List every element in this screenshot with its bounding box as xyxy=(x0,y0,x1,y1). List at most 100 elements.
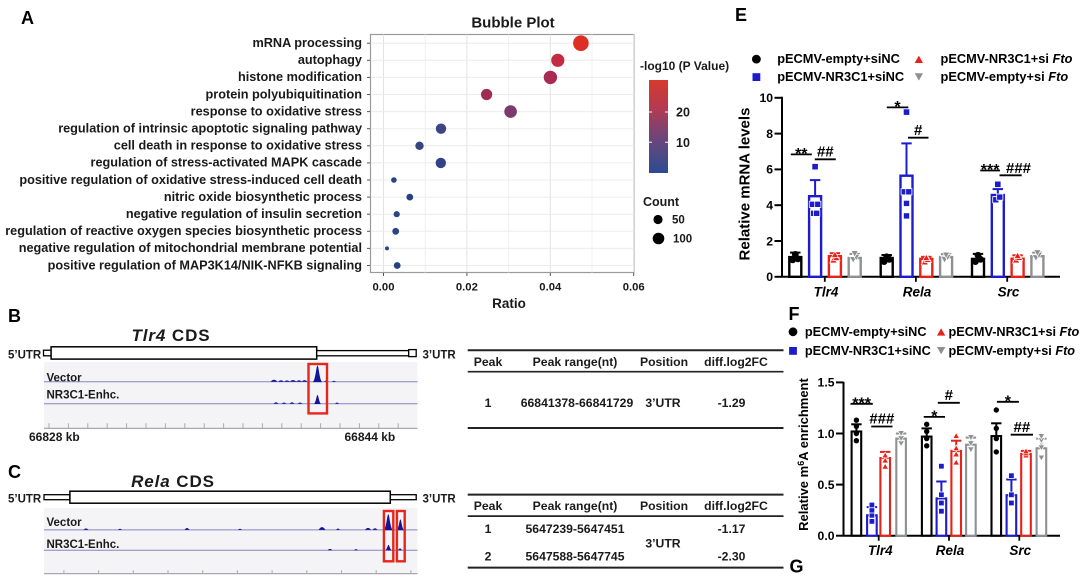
svg-text:5’UTR: 5’UTR xyxy=(8,494,42,506)
svg-text:###: ### xyxy=(1006,160,1032,177)
svg-text:Peak range(nt): Peak range(nt) xyxy=(533,499,618,513)
svg-text:0: 0 xyxy=(766,270,773,284)
svg-text:20: 20 xyxy=(676,106,690,120)
svg-text:Rela: Rela xyxy=(936,543,965,558)
svg-text:Peak: Peak xyxy=(474,355,503,369)
svg-text:Src: Src xyxy=(998,285,1020,300)
svg-text:-2.30: -2.30 xyxy=(718,550,746,564)
svg-text:E: E xyxy=(735,5,747,25)
svg-text:pECMV-NR3C1+siNC: pECMV-NR3C1+siNC xyxy=(777,69,904,84)
svg-text:regulation of reactive oxygen: regulation of reactive oxygen species bi… xyxy=(5,224,362,238)
svg-text:Vector: Vector xyxy=(47,517,83,529)
svg-text:Tlr4 CDS: Tlr4 CDS xyxy=(132,326,211,345)
svg-text:Peak: Peak xyxy=(474,499,503,513)
svg-text:100: 100 xyxy=(673,234,692,246)
svg-text:1.5: 1.5 xyxy=(818,376,835,390)
svg-text:histone modification: histone modification xyxy=(238,70,362,84)
svg-text:-1.17: -1.17 xyxy=(718,522,746,536)
svg-text:Tlr4: Tlr4 xyxy=(868,543,893,558)
svg-text:10: 10 xyxy=(759,91,773,105)
svg-text:pECMV-empty+siNC: pECMV-empty+siNC xyxy=(777,51,900,66)
svg-text:pECMV-empty+si Fto: pECMV-empty+si Fto xyxy=(949,344,1076,358)
svg-text:0.06: 0.06 xyxy=(623,282,645,294)
svg-text:-1.29: -1.29 xyxy=(718,396,746,410)
svg-text:Position: Position xyxy=(640,355,688,369)
svg-text:#: # xyxy=(914,122,923,139)
svg-text:F: F xyxy=(789,304,800,324)
svg-text:Vector: Vector xyxy=(47,373,83,385)
svg-text:5647588-5647745: 5647588-5647745 xyxy=(526,550,625,564)
svg-text:2: 2 xyxy=(485,550,492,564)
svg-text:nitric oxide biosynthetic proc: nitric oxide biosynthetic process xyxy=(164,190,362,204)
svg-text:B: B xyxy=(8,306,21,326)
svg-text:NR3C1-Enhc.: NR3C1-Enhc. xyxy=(47,539,120,551)
svg-text:Ratio: Ratio xyxy=(492,296,526,311)
svg-text:pECMV-empty+siNC: pECMV-empty+siNC xyxy=(805,325,927,339)
svg-text:pECMV-empty+si Fto: pECMV-empty+si Fto xyxy=(941,69,1069,84)
svg-text:66828 kb: 66828 kb xyxy=(29,430,80,444)
svg-text:0.5: 0.5 xyxy=(818,478,835,492)
svg-text:5647239-5647451: 5647239-5647451 xyxy=(526,522,625,536)
svg-text:10: 10 xyxy=(676,136,690,150)
svg-text:NR3C1-Enhc.: NR3C1-Enhc. xyxy=(47,390,120,402)
svg-text:0.0: 0.0 xyxy=(818,529,835,543)
svg-text:*: * xyxy=(931,408,938,425)
svg-text:positive regulation of MAP3K14: positive regulation of MAP3K14/NIK-NFKB … xyxy=(48,258,362,272)
svg-text:50: 50 xyxy=(672,215,685,227)
svg-text:#: # xyxy=(945,387,954,404)
svg-text:###: ### xyxy=(869,411,895,428)
svg-text:**: ** xyxy=(795,146,808,163)
svg-text:Relative mRNA levels: Relative mRNA levels xyxy=(737,108,754,261)
svg-text:0.00: 0.00 xyxy=(373,282,395,294)
svg-text:A: A xyxy=(21,8,34,28)
svg-text:regulation of stress-activated: regulation of stress-activated MAPK casc… xyxy=(91,156,362,170)
svg-text:Count: Count xyxy=(643,195,680,209)
svg-text:##: ## xyxy=(1014,419,1031,436)
svg-text:*: * xyxy=(894,99,901,116)
svg-text:diff.log2FC: diff.log2FC xyxy=(704,499,768,513)
svg-text:3’UTR: 3’UTR xyxy=(645,537,680,551)
svg-text:3’UTR: 3’UTR xyxy=(645,396,680,410)
svg-text:2: 2 xyxy=(766,234,773,248)
svg-text:1.0: 1.0 xyxy=(818,427,835,441)
svg-text:pECMV-NR3C1+si Fto: pECMV-NR3C1+si Fto xyxy=(949,325,1080,339)
svg-text:negative regulation of insulin: negative regulation of insulin secretion xyxy=(126,207,362,221)
svg-text:0.04: 0.04 xyxy=(539,282,562,294)
svg-text:5’UTR: 5’UTR xyxy=(8,350,42,362)
svg-text:protein polyubiquitination: protein polyubiquitination xyxy=(206,87,362,101)
svg-text:mRNA processing: mRNA processing xyxy=(252,36,362,50)
svg-text:negative regulation of mitocho: negative regulation of mitochondrial mem… xyxy=(19,241,362,255)
svg-text:regulation of intrinsic apopto: regulation of intrinsic apoptotic signal… xyxy=(58,122,362,136)
svg-text:Src: Src xyxy=(1009,543,1031,558)
svg-text:positive regulation of oxidati: positive regulation of oxidative stress-… xyxy=(19,173,362,187)
svg-text:pECMV-NR3C1+siNC: pECMV-NR3C1+siNC xyxy=(805,344,931,358)
svg-text:66841378-66841729: 66841378-66841729 xyxy=(521,396,634,410)
svg-text:diff.log2FC: diff.log2FC xyxy=(704,355,768,369)
svg-text:***: *** xyxy=(852,395,871,412)
svg-text:Relative m6A enrichment: Relative m6A enrichment xyxy=(796,378,811,531)
svg-text:autophagy: autophagy xyxy=(298,53,362,67)
svg-text:3’UTR: 3’UTR xyxy=(423,350,457,362)
svg-text:*: * xyxy=(1005,393,1012,410)
svg-text:Position: Position xyxy=(640,499,688,513)
svg-text:1: 1 xyxy=(485,522,492,536)
svg-text:cell death in response to oxid: cell death in response to oxidative stre… xyxy=(114,139,362,153)
svg-text:Rela CDS: Rela CDS xyxy=(131,472,215,491)
svg-text:***: *** xyxy=(981,162,1000,179)
svg-text:Tlr4: Tlr4 xyxy=(814,285,839,300)
svg-text:pECMV-NR3C1+si Fto: pECMV-NR3C1+si Fto xyxy=(941,51,1073,66)
svg-text:G: G xyxy=(790,557,804,577)
svg-text:-log10 (P Value): -log10 (P Value) xyxy=(640,59,729,73)
svg-text:8: 8 xyxy=(766,127,773,141)
svg-text:Bubble Plot: Bubble Plot xyxy=(471,15,554,32)
svg-text:66844 kb: 66844 kb xyxy=(345,430,396,444)
svg-text:0.02: 0.02 xyxy=(456,282,478,294)
svg-text:Rela: Rela xyxy=(903,285,932,300)
svg-text:6: 6 xyxy=(766,163,773,177)
svg-text:C: C xyxy=(8,462,21,482)
svg-text:1: 1 xyxy=(485,396,492,410)
svg-text:4: 4 xyxy=(766,199,773,213)
svg-text:response to oxidative stress: response to oxidative stress xyxy=(191,104,362,118)
svg-text:##: ## xyxy=(817,144,834,161)
svg-text:Peak range(nt): Peak range(nt) xyxy=(533,355,618,369)
